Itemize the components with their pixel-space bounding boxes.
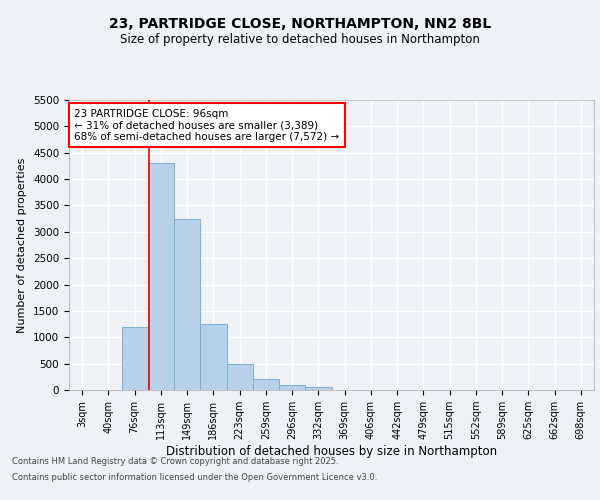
Bar	[279, 384, 305, 390]
Text: Contains public sector information licensed under the Open Government Licence v3: Contains public sector information licen…	[12, 472, 377, 482]
Bar	[174, 218, 200, 390]
Text: 23 PARTRIDGE CLOSE: 96sqm
← 31% of detached houses are smaller (3,389)
68% of se: 23 PARTRIDGE CLOSE: 96sqm ← 31% of detac…	[74, 108, 340, 142]
Bar	[200, 324, 227, 390]
Bar	[305, 388, 331, 390]
Bar	[253, 380, 279, 390]
Bar	[227, 364, 253, 390]
Bar	[121, 326, 148, 390]
Text: Size of property relative to detached houses in Northampton: Size of property relative to detached ho…	[120, 32, 480, 46]
Text: 23, PARTRIDGE CLOSE, NORTHAMPTON, NN2 8BL: 23, PARTRIDGE CLOSE, NORTHAMPTON, NN2 8B…	[109, 18, 491, 32]
Y-axis label: Number of detached properties: Number of detached properties	[17, 158, 28, 332]
X-axis label: Distribution of detached houses by size in Northampton: Distribution of detached houses by size …	[166, 445, 497, 458]
Bar	[148, 164, 174, 390]
Text: Contains HM Land Registry data © Crown copyright and database right 2025.: Contains HM Land Registry data © Crown c…	[12, 458, 338, 466]
